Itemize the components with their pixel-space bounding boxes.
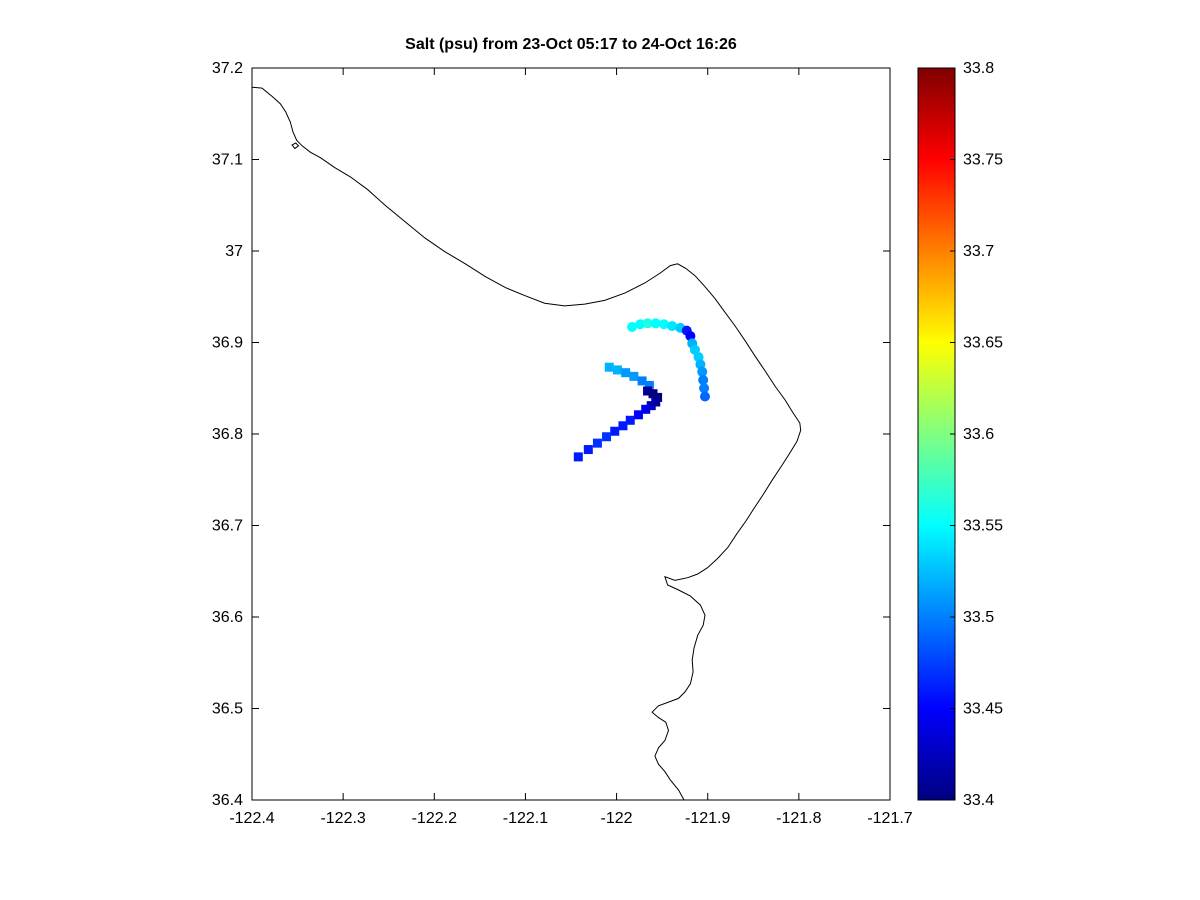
data-points-layer [573,318,710,462]
colorbar-tick-label: 33.75 [963,152,1003,169]
data-point-square [610,426,620,436]
chart-title: Salt (psu) from 23-Oct 05:17 to 24-Oct 1… [405,36,737,53]
data-point-square [612,365,622,375]
colorbar: 33.4 33.45 33.5 33.55 33.6 33.65 33.7 33.75 33.8 [917,60,1003,809]
colorbar-tick-label: 33.4 [963,792,994,809]
x-tick-label: -121.7 [867,810,912,827]
data-point-square [621,368,631,378]
colorbar-tick-label: 33.45 [963,701,1003,718]
data-point-circle [642,318,653,329]
y-tick-label: 37 [225,243,243,260]
x-tick-label: -121.9 [685,810,730,827]
data-point-circle [697,366,708,377]
data-point-square [592,438,602,448]
glider-track-circles [627,318,710,402]
glider-track-squares [573,362,663,462]
colorbar-tick-label: 33.6 [963,426,994,443]
data-point-circle [667,321,678,332]
coastline-path [251,86,802,801]
data-point-square [653,392,663,402]
data-point-square [633,410,643,420]
data-point-square [641,404,651,414]
colorbar-tick-label: 33.8 [963,60,994,77]
data-point-square [646,401,656,411]
data-point-circle [650,318,661,329]
coastline-layer [251,86,802,801]
data-point-square [602,432,612,442]
data-point-circle [658,319,669,330]
y-tick-label: 37.2 [212,60,243,77]
colorbar-tick-label: 33.55 [963,518,1003,535]
x-tick-label: -122.4 [229,810,274,827]
x-tick-label: -122.1 [503,810,548,827]
data-point-circle [699,391,710,402]
data-point-square [573,452,583,462]
data-point-square [648,389,658,399]
x-tick-label: -122 [601,810,633,827]
data-point-circle [699,383,710,394]
data-point-square [643,386,653,396]
data-point-circle [698,375,709,386]
data-point-circle [627,321,638,332]
data-point-square [583,445,593,455]
data-point-square [604,362,614,372]
data-point-square [625,415,635,425]
data-point-circle [635,319,646,330]
x-tick-label: -122.3 [320,810,365,827]
data-point-square [618,421,628,431]
y-tick-label: 36.4 [212,792,243,809]
y-tick-label: 36.7 [212,518,243,535]
data-point-square [629,371,639,381]
axes-box [251,67,891,801]
data-point-square [651,397,661,407]
colorbar-tick-label: 33.7 [963,243,994,260]
x-tick-label: -121.8 [776,810,821,827]
colorbar-tick-label: 33.65 [963,335,1003,352]
y-tick-label: 36.5 [212,701,243,718]
island-path [291,142,300,150]
data-point-square [637,376,647,386]
y-tick-label: 36.6 [212,609,243,626]
y-tick-label: 36.9 [212,335,243,352]
axes-layer: -122.4 -122.3 -122.2 -122.1 -122 -121.9 -121.8… [212,60,913,827]
y-tick-label: 37.1 [212,152,243,169]
data-point-square [644,381,654,391]
y-tick-label: 36.8 [212,426,243,443]
colorbar-swatch [918,68,955,800]
colorbar-tick-label: 33.5 [963,609,994,626]
x-tick-label: -122.2 [412,810,457,827]
